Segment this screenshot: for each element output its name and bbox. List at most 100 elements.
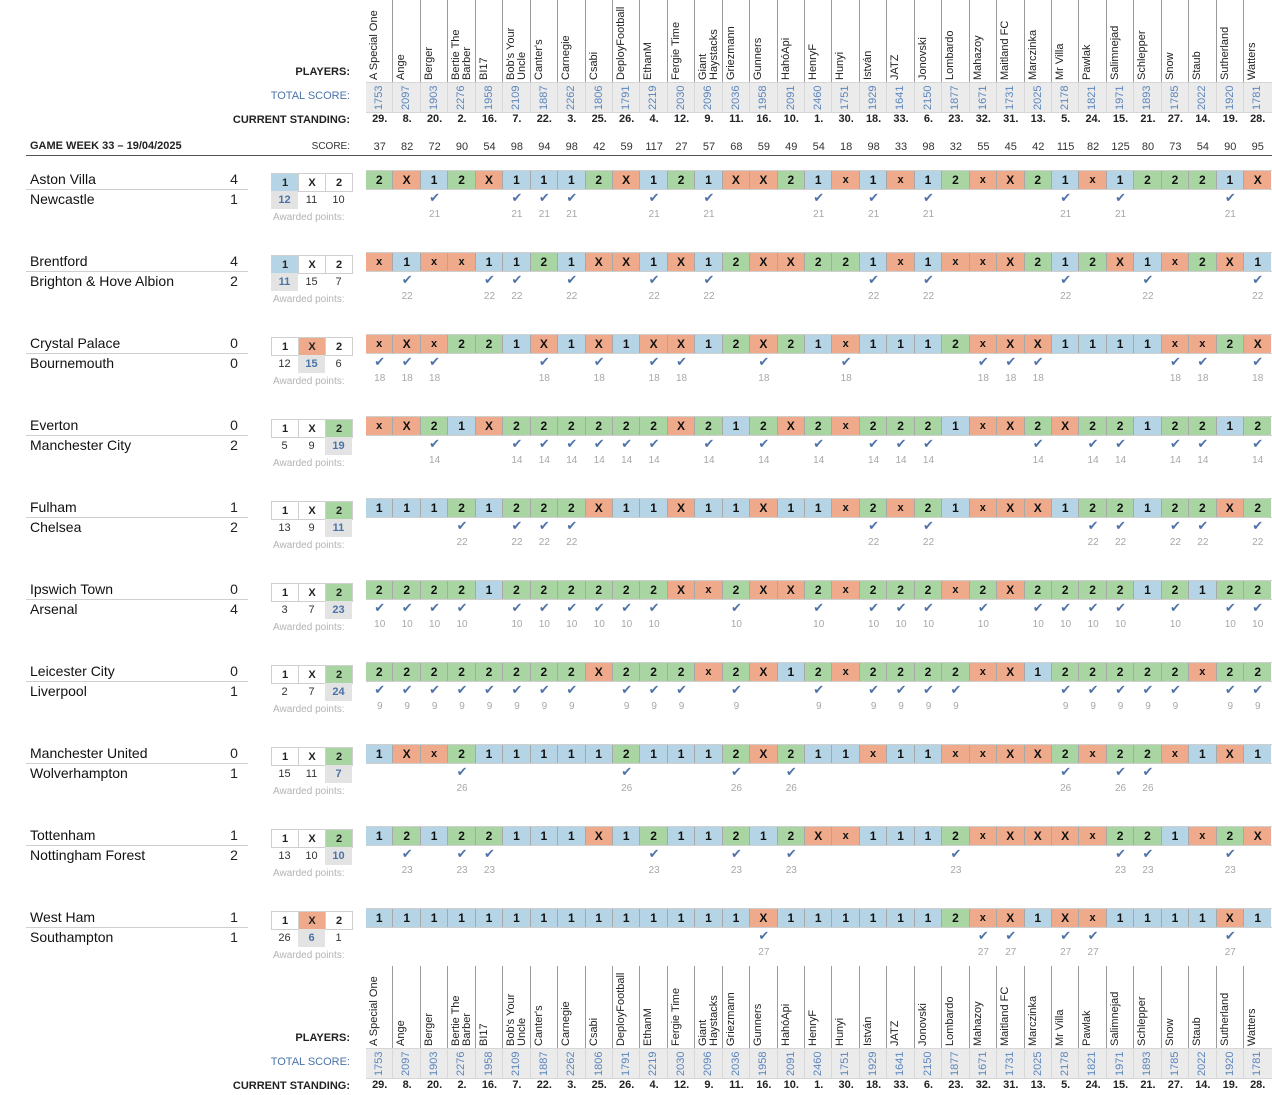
player-column-header[interactable]: Watters (1244, 966, 1271, 1048)
player-column-header[interactable]: A Special One (366, 966, 394, 1048)
player-column-header[interactable]: Giant Haystacks (695, 0, 723, 82)
pick-result (997, 519, 1024, 551)
player-column-header[interactable]: Mr Villa (1052, 966, 1080, 1048)
player-column-header[interactable]: Salimnejad (1107, 0, 1135, 82)
player-column-header[interactable]: Jonovski (915, 966, 943, 1048)
player-column-header[interactable]: Maitland FC (997, 966, 1025, 1048)
player-column-header[interactable]: EthanM (640, 966, 668, 1048)
player-standing: 4. (649, 1079, 659, 1091)
pick-result: ✔ 27 (1217, 929, 1244, 961)
player-column-header[interactable]: Pawlak (1079, 966, 1107, 1048)
player-column-header[interactable]: Ange (393, 966, 421, 1048)
player-pick: x (859, 745, 888, 763)
player-column-header[interactable]: DeployFootball (613, 966, 641, 1048)
player-column-header[interactable]: HahóApi (778, 966, 805, 1048)
awarded-points-value: 18 (758, 373, 770, 384)
player-column-header[interactable]: Watters (1244, 0, 1271, 82)
player-column-header[interactable]: Griezmann (723, 966, 751, 1048)
total-score-value: 1920 (1223, 1051, 1236, 1076)
player-column-header[interactable]: BI17 (476, 0, 504, 82)
player-column-header[interactable]: Mahazoy (970, 0, 998, 82)
player-pick: 1 (722, 499, 751, 517)
player-column-header[interactable]: Csabi (586, 0, 613, 82)
player-column-header[interactable]: HenryF (805, 966, 833, 1048)
player-column-header[interactable]: Gunners (750, 0, 778, 82)
player-column-header[interactable]: Snow (1162, 0, 1190, 82)
player-column-header[interactable]: Bertie The Barber (448, 0, 476, 82)
player-column-header[interactable]: Canter's (531, 0, 559, 82)
player-pick: x (1079, 909, 1107, 927)
player-pick: 1 (1134, 417, 1162, 435)
player-total-score: 1920 (1217, 1049, 1244, 1078)
player-column-header[interactable]: Bob's Your Uncle (503, 0, 531, 82)
player-column-header[interactable]: JATZ (887, 966, 915, 1048)
player-column-header[interactable]: Berger (421, 966, 449, 1048)
player-column-header[interactable]: Sutherland (1217, 0, 1244, 82)
player-column-header[interactable]: Carnegie (558, 0, 586, 82)
player-week-score: 57 (702, 141, 716, 153)
player-column-header[interactable]: HenryF (805, 0, 833, 82)
player-column-header[interactable]: HahóApi (778, 0, 805, 82)
player-column-header[interactable]: EthanM (640, 0, 668, 82)
player-pick: 2 (695, 417, 723, 435)
player-column-header[interactable]: Marczinka (1025, 966, 1052, 1048)
player-column-header[interactable]: Hunyi (832, 966, 860, 1048)
player-column-header[interactable]: Schlepper (1134, 0, 1162, 82)
player-column-header[interactable]: Snow (1162, 966, 1190, 1048)
player-column-header[interactable]: Pawlak (1079, 0, 1107, 82)
player-column-header[interactable]: Fergie Time (668, 0, 696, 82)
player-column-header[interactable]: Bob's Your Uncle (503, 966, 531, 1048)
player-column-header[interactable]: Giant Haystacks (695, 966, 723, 1048)
player-name: Hunyi (834, 1017, 847, 1046)
awarded-points-value: 22 (868, 291, 880, 302)
player-column-header[interactable]: Lombardo (942, 0, 970, 82)
player-name: Maitland FC (999, 20, 1012, 80)
player-column-header[interactable]: Maitland FC (997, 0, 1025, 82)
player-column-header[interactable]: Canter's (531, 966, 559, 1048)
player-pick: 1 (914, 827, 943, 845)
player-standing: 2. (457, 113, 467, 125)
pick-result (1162, 929, 1189, 961)
total-score-value: 1781 (1251, 1051, 1263, 1076)
player-column-header[interactable]: Berger (421, 0, 449, 82)
pick-result (613, 929, 640, 961)
player-column-header[interactable]: Jonovski (915, 0, 943, 82)
player-column-header[interactable]: Hunyi (832, 0, 860, 82)
player-column-header[interactable]: Mahazoy (970, 966, 998, 1048)
player-standing: 12. (673, 1079, 690, 1091)
player-pick: 1 (695, 745, 723, 763)
check-icon: ✔ (593, 354, 605, 369)
player-column-header[interactable]: Griezmann (723, 0, 751, 82)
player-standing: 5. (1061, 113, 1071, 125)
player-column-header[interactable]: Csabi (586, 966, 613, 1048)
player-column-header[interactable]: Carnegie (558, 966, 586, 1048)
player-column-header[interactable]: Bertie The Barber (448, 966, 476, 1048)
player-column-header[interactable]: Schlepper (1134, 966, 1162, 1048)
player-column-header[interactable]: Ange (393, 0, 421, 82)
player-column-header[interactable]: DeployFootball (613, 0, 641, 82)
player-column-header[interactable]: Sutherland (1217, 966, 1244, 1048)
player-column-header[interactable]: JATZ (887, 0, 915, 82)
player-column-header[interactable]: István (860, 0, 888, 82)
player-column-header[interactable]: Staub (1189, 0, 1217, 82)
player-column-header[interactable]: A Special One (366, 0, 394, 82)
player-column-header[interactable]: BI17 (476, 966, 504, 1048)
awarded-points-value: 10 (538, 619, 550, 630)
player-column-header[interactable]: Marczinka (1025, 0, 1052, 82)
awarded-points-value: 10 (648, 619, 660, 630)
player-column-header[interactable]: Staub (1189, 966, 1217, 1048)
player-column-header[interactable]: Fergie Time (668, 966, 696, 1048)
player-pick: 1 (805, 335, 833, 353)
player-column-header[interactable]: Salimnejad (1107, 966, 1135, 1048)
player-pick: 1 (640, 171, 668, 189)
awarded-points-value: 10 (922, 619, 935, 630)
awarded-points-value: 22 (868, 537, 880, 548)
away-goals: 2 (230, 847, 238, 863)
players-header-top: PLAYERS: TOTAL SCORE: CURRENT STANDING: … (0, 0, 1272, 128)
player-column-header[interactable]: Mr Villa (1052, 0, 1080, 82)
outcome-draw: X (299, 584, 326, 601)
player-column-header[interactable]: István (860, 966, 888, 1048)
player-column-header[interactable]: Lombardo (942, 966, 970, 1048)
player-column-header[interactable]: Gunners (750, 966, 778, 1048)
